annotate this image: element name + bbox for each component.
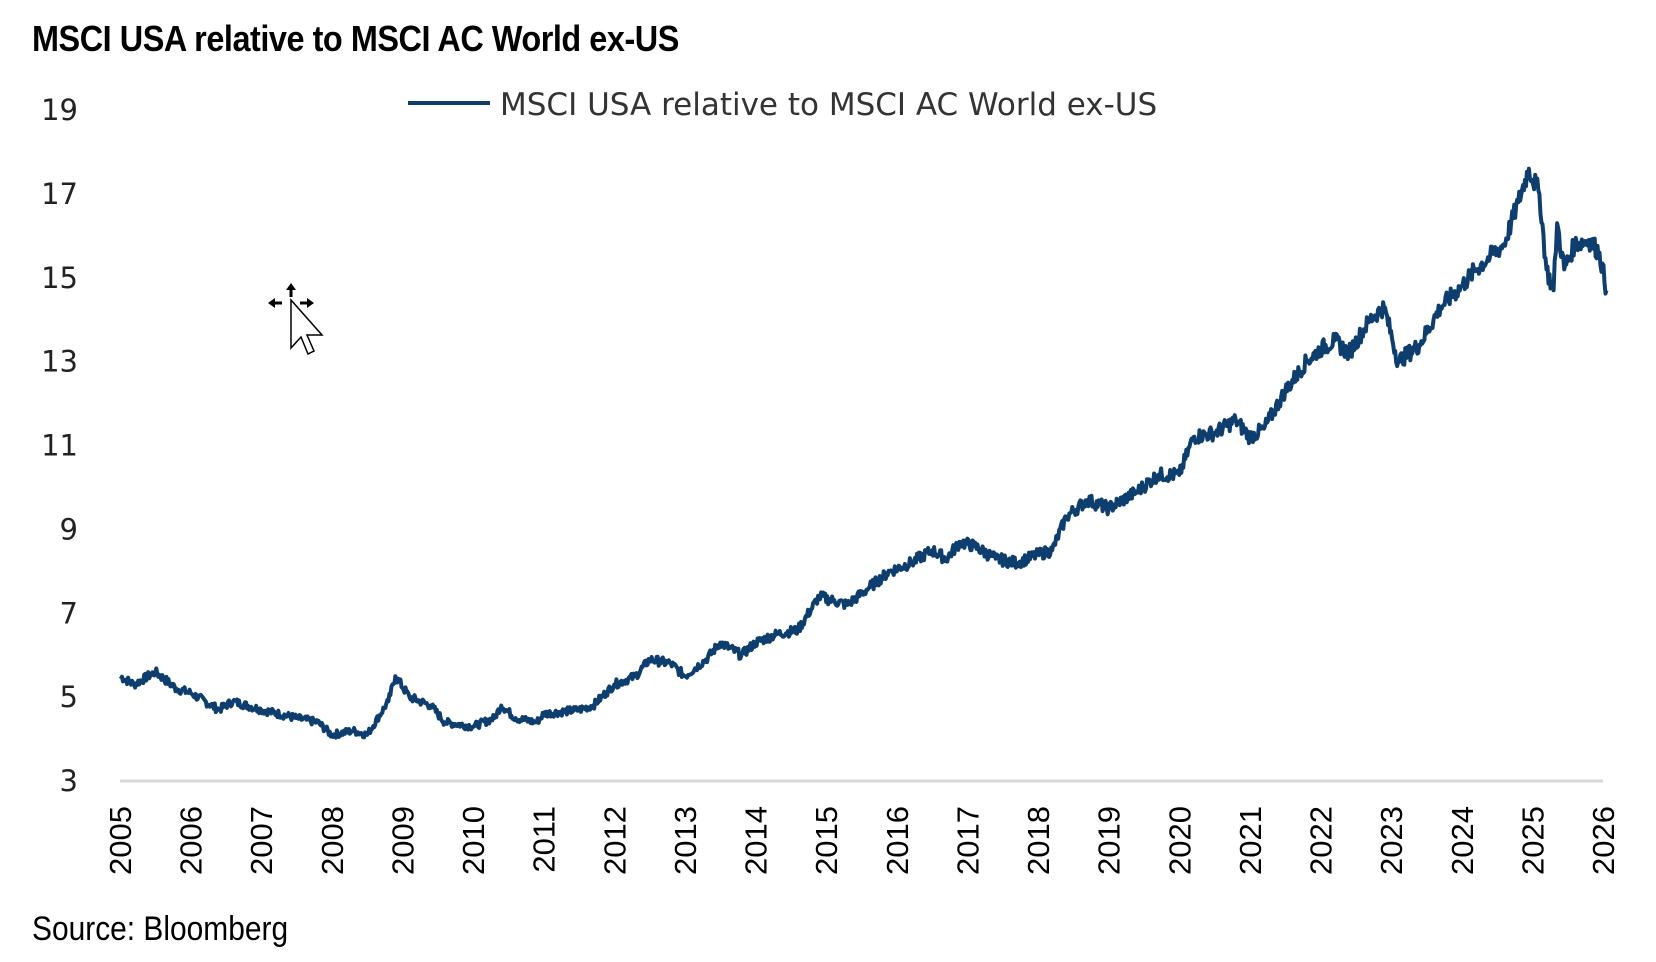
- y-tick-label: 11: [41, 429, 78, 463]
- x-tick-label: 2010: [456, 806, 491, 875]
- source-note: Source: Bloomberg: [32, 910, 289, 948]
- x-tick-label: 2012: [597, 806, 632, 875]
- y-tick-label: 5: [60, 680, 78, 714]
- x-tick-label: 2017: [950, 806, 985, 875]
- y-axis-ticks: 3 5 7 9 11 13 15 17 19: [41, 93, 78, 798]
- x-tick-label: 2016: [880, 806, 915, 875]
- x-tick-label: 2011: [527, 806, 562, 873]
- legend: MSCI USA relative to MSCI AC World ex-US: [408, 87, 1157, 123]
- x-tick-label: 2013: [668, 806, 703, 875]
- move-cursor-icon: [268, 283, 324, 356]
- y-tick-label: 9: [60, 512, 78, 546]
- x-tick-label: 2020: [1162, 806, 1197, 875]
- y-tick-label: 13: [41, 345, 78, 379]
- x-tick-label: 2022: [1304, 806, 1339, 875]
- x-tick-label: 2021: [1233, 806, 1268, 875]
- x-axis-ticks: 2005 2006 2007 2008 2009 2010 2011 2012 2013 2014…: [103, 806, 1621, 875]
- x-tick-label: 2009: [385, 806, 420, 875]
- x-tick-label: 2005: [103, 806, 138, 875]
- chart-title: MSCI USA relative to MSCI AC World ex-US: [32, 18, 679, 59]
- y-tick-label: 3: [60, 764, 78, 798]
- x-tick-label: 2025: [1515, 806, 1550, 875]
- x-tick-label: 2006: [174, 806, 209, 875]
- x-tick-label: 2019: [1092, 806, 1127, 875]
- legend-label: MSCI USA relative to MSCI AC World ex-US: [500, 87, 1157, 123]
- y-tick-label: 7: [60, 596, 78, 630]
- x-tick-label: 2026: [1586, 806, 1621, 875]
- x-tick-label: 2015: [809, 806, 844, 875]
- y-tick-label: 17: [41, 177, 78, 211]
- series-line: [118, 166, 1609, 740]
- x-tick-label: 2023: [1374, 806, 1409, 875]
- x-tick-label: 2018: [1021, 806, 1056, 875]
- x-tick-label: 2024: [1445, 806, 1480, 875]
- y-tick-label: 15: [41, 261, 78, 295]
- x-tick-label: 2007: [244, 806, 279, 875]
- x-tick-label: 2014: [739, 806, 774, 875]
- y-tick-label: 19: [41, 93, 78, 127]
- x-tick-label: 2008: [315, 806, 350, 875]
